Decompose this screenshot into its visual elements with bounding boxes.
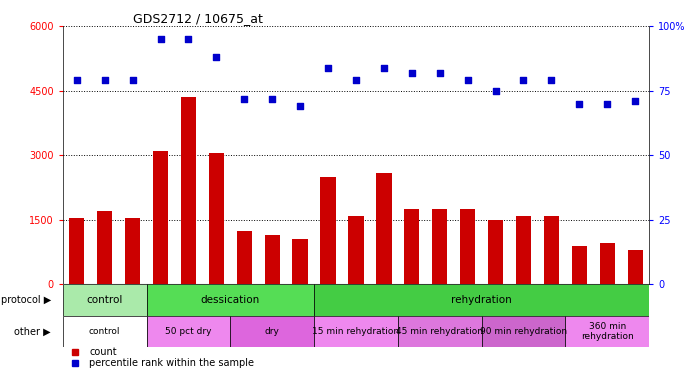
Bar — [314, 284, 649, 316]
Text: percentile rank within the sample: percentile rank within the sample — [89, 358, 254, 369]
Bar — [147, 284, 314, 316]
Text: GDS2712 / 10675_at: GDS2712 / 10675_at — [133, 12, 263, 25]
Bar — [292, 239, 308, 284]
Point — [630, 98, 641, 104]
Bar — [320, 177, 336, 284]
Bar — [314, 316, 398, 347]
Point — [602, 100, 613, 106]
Text: control: control — [87, 295, 123, 305]
Bar — [147, 316, 230, 347]
Point — [267, 96, 278, 102]
Text: protocol ▶: protocol ▶ — [1, 295, 51, 305]
Point — [183, 36, 194, 42]
Bar — [63, 316, 147, 347]
Point — [490, 88, 501, 94]
Bar — [125, 217, 140, 284]
Text: dessication: dessication — [201, 295, 260, 305]
Point — [518, 78, 529, 84]
Point — [378, 64, 389, 70]
Bar — [432, 209, 447, 284]
Text: 360 min
rehydration: 360 min rehydration — [581, 322, 634, 341]
Point — [574, 100, 585, 106]
Bar — [398, 316, 482, 347]
Bar — [488, 220, 503, 284]
Bar — [348, 216, 364, 284]
Point — [239, 96, 250, 102]
Text: 15 min rehydration: 15 min rehydration — [313, 327, 399, 336]
Text: 45 min rehydration: 45 min rehydration — [396, 327, 483, 336]
Bar — [237, 231, 252, 284]
Point — [295, 103, 306, 109]
Bar — [482, 316, 565, 347]
Text: rehydration: rehydration — [451, 295, 512, 305]
Point — [350, 78, 362, 84]
Bar — [460, 209, 475, 284]
Point — [127, 78, 138, 84]
Bar — [516, 216, 531, 284]
Point — [434, 70, 445, 76]
Bar — [404, 209, 419, 284]
Text: control: control — [89, 327, 121, 336]
Bar — [97, 211, 112, 284]
Point — [322, 64, 334, 70]
Point — [211, 54, 222, 60]
Point — [462, 78, 473, 84]
Text: count: count — [89, 348, 117, 357]
Point — [71, 78, 82, 84]
Bar — [600, 243, 615, 284]
Point — [99, 78, 110, 84]
Point — [406, 70, 417, 76]
Bar — [153, 151, 168, 284]
Text: 50 pct dry: 50 pct dry — [165, 327, 211, 336]
Bar — [565, 316, 649, 347]
Bar — [265, 235, 280, 284]
Bar — [209, 153, 224, 284]
Bar — [63, 284, 147, 316]
Text: 90 min rehydration: 90 min rehydration — [480, 327, 567, 336]
Bar — [544, 216, 559, 284]
Bar — [69, 217, 84, 284]
Text: dry: dry — [265, 327, 280, 336]
Point — [546, 78, 557, 84]
Bar — [181, 97, 196, 284]
Bar — [628, 250, 643, 284]
Bar — [230, 316, 314, 347]
Text: other ▶: other ▶ — [15, 327, 51, 337]
Point — [155, 36, 166, 42]
Bar — [572, 246, 587, 284]
Bar — [376, 172, 392, 284]
